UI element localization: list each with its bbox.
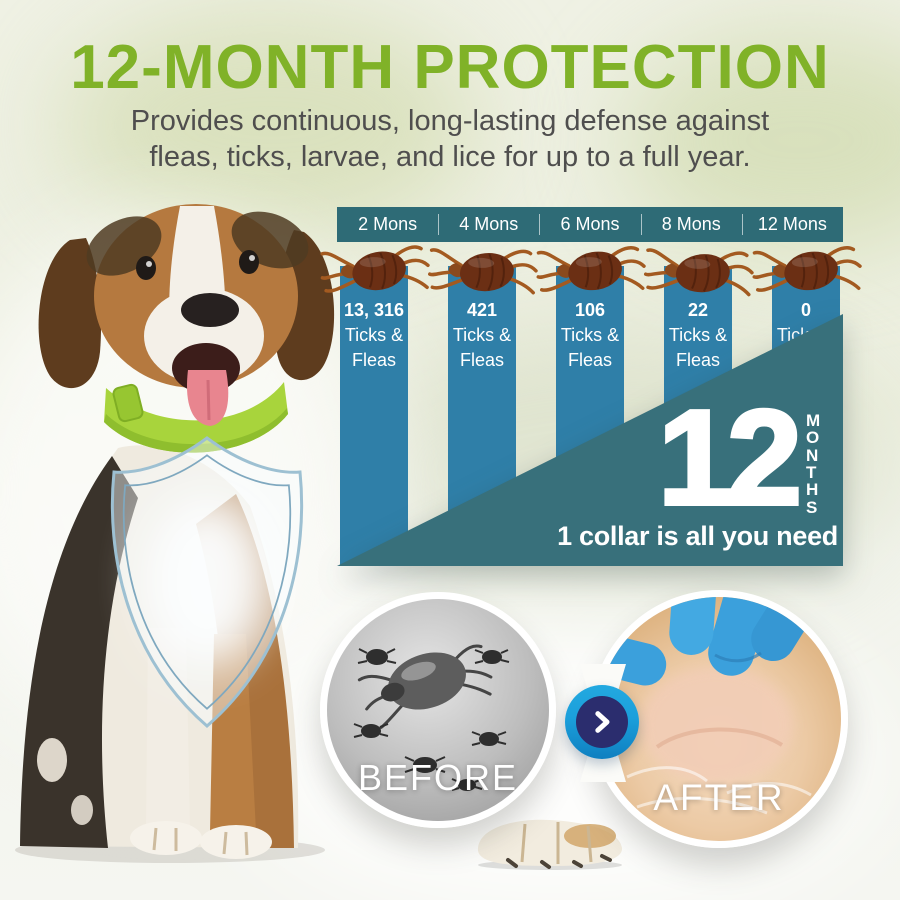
month-label-text: 12 Mons [757,214,827,234]
tick-insect-icon [751,236,865,300]
month-label-text: 4 Mons [459,214,519,234]
bar-value: 106 [574,300,606,320]
tick-insect-icon [427,237,541,301]
month-label: 12 Mons [741,207,843,242]
before-photo: BEFORE [320,592,556,828]
page-title: 12-MONTH PROTECTION [70,33,830,102]
bar-unit: Ticks & [560,324,620,345]
bar-unit: Fleas [351,349,396,370]
after-label: AFTER [653,777,785,818]
dog-nose [181,293,239,327]
big-number: 12 [656,382,804,533]
month-label: 8 Mons [640,207,742,242]
small-ticks [353,648,510,791]
bar-value: 421 [466,300,498,320]
tick-insect-icon [535,236,649,300]
before-label: BEFORE [357,757,519,798]
month-label: 6 Mons [539,207,640,242]
large-tick [357,644,493,729]
blue-gloves [597,597,823,686]
bar-unit: Fleas [675,349,720,370]
bar-value: 22 [687,300,709,320]
before-after-arrow-button[interactable] [565,685,639,759]
chevron-right-icon [595,711,610,733]
dog-eye [136,256,156,280]
dog-front-paw [477,819,623,870]
month-label: 4 Mons [438,207,539,242]
bar-unit: Ticks & [668,324,728,345]
month-label: 2 Mons [337,207,438,242]
arrow-core [576,696,628,748]
hero-header: 12-MONTH PROTECTION Provides continuous,… [0,33,900,175]
bar-value: 13, 316 [343,300,405,320]
subtitle-line-1: Provides continuous, long-lasting defens… [130,105,770,138]
month-label-text: 6 Mons [560,214,620,234]
bar-unit: Ticks & [452,324,512,345]
tick-insect-icon [643,237,758,303]
bar-unit: Fleas [567,349,612,370]
chart-month-header: 2 Mons 4 Mons 6 Mons 8 Mons 12 Mons [337,207,843,242]
chart-bar-2mons: 13, 316 Ticks & Fleas [340,266,408,566]
dog-collar [104,382,288,453]
bar-unit: Ticks & [344,324,404,345]
months-triangle [337,314,843,566]
dog-eye [239,250,259,274]
big-number-label: MONTHS [806,411,821,517]
bar-value: 0 [800,300,811,320]
month-label-text: 8 Mons [661,214,721,234]
dog-head [38,204,335,393]
subtitle-line-2: fleas, ticks, larvae, and lice for up to… [149,140,751,173]
month-label-text: 2 Mons [358,214,418,234]
healthy-skin-illustration [597,597,823,815]
tagline: 1 collar is all you need [557,521,838,551]
bar-unit: Fleas [459,349,504,370]
ticks-on-skin-illustration [353,644,510,791]
shield-icon [110,436,304,728]
background-blob [60,10,480,240]
tick-insect-icon [319,235,434,301]
